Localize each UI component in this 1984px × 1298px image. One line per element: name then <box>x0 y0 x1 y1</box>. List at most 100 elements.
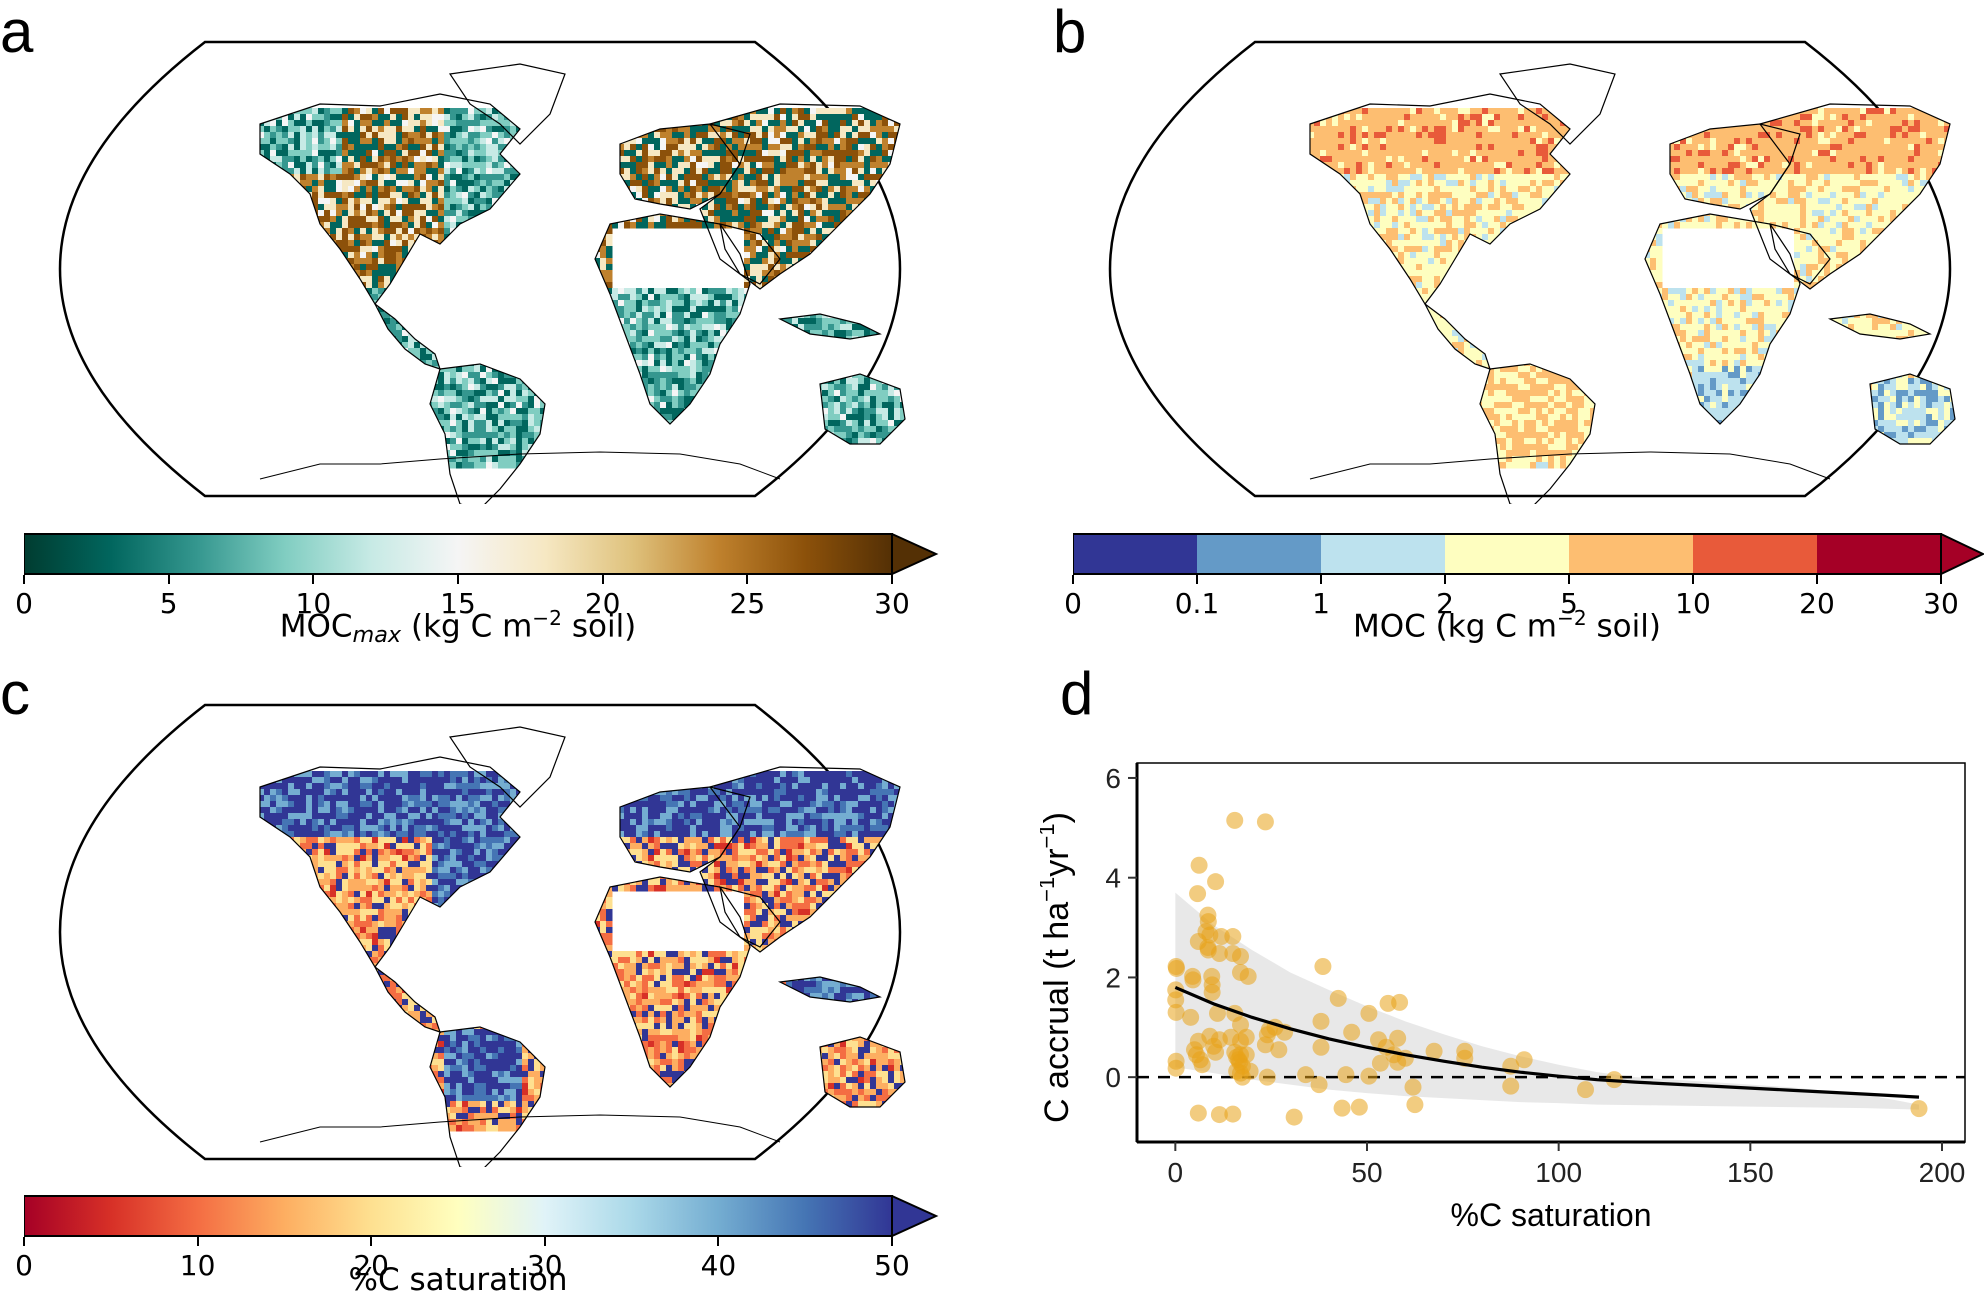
colorbar-moc-bin <box>1817 534 1942 574</box>
cbar-a-label-sup: −2 <box>532 606 562 630</box>
y-tick-label: 6 <box>1105 763 1121 794</box>
x-tick-label: 0 <box>1168 1157 1184 1188</box>
cbar-a-tickmark <box>602 575 604 584</box>
y-tick-label: 0 <box>1105 1062 1121 1093</box>
colorbar-moc-bin <box>1197 534 1322 574</box>
scatter-point <box>1372 1055 1389 1072</box>
colorbar-c-saturation-bar <box>24 1195 962 1237</box>
colorbar-moc-max <box>24 533 962 575</box>
scatter-point <box>1204 984 1221 1001</box>
scatter-point <box>1207 1044 1224 1061</box>
scatter-point <box>1207 873 1224 890</box>
colorbar-moc-bin <box>1693 534 1818 574</box>
colorbar-c-saturation-label: %C saturation <box>24 1262 892 1298</box>
cbar-a-label-soil: soil) <box>562 608 636 644</box>
scatter-point <box>1194 1056 1211 1073</box>
cbar-b-tickmark <box>1444 575 1446 584</box>
scatter-point <box>1168 1004 1185 1021</box>
colorbar-moc <box>1073 533 1984 575</box>
scatter-point <box>1191 857 1208 874</box>
cbar-b-tickmark <box>1072 575 1074 584</box>
cbar-a-tickmark <box>312 575 314 584</box>
cbar-c-tickmark <box>23 1237 25 1246</box>
scatter-point <box>1190 1105 1207 1122</box>
map-moc <box>1070 34 1984 504</box>
colorbar-moc-bin <box>1569 534 1694 574</box>
x-tick-label: 150 <box>1727 1157 1774 1188</box>
scatter-point <box>1337 1066 1354 1083</box>
scatter-point <box>1168 960 1185 977</box>
cbar-c-tickmark <box>370 1237 372 1246</box>
colorbar-moc-max-bar <box>24 533 962 575</box>
colorbar-moc-bin <box>1445 534 1570 574</box>
scatter-point <box>1286 1109 1303 1126</box>
colorbar-moc-bin <box>1073 534 1198 574</box>
cbar-b-label-soil: soil) <box>1587 608 1661 644</box>
scatter-point <box>1330 990 1347 1007</box>
y-axis-label: C accrual (t ha−1yr−1) <box>1040 812 1076 1123</box>
cbar-b-label-unit: (kg C m <box>1426 608 1557 644</box>
cbar-b-label-main: MOC <box>1353 608 1426 644</box>
cbar-a-tickmark <box>23 575 25 584</box>
x-tick-label: 100 <box>1535 1157 1582 1188</box>
scatter-point <box>1911 1100 1928 1117</box>
colorbar-moc-max-label: MOCmax (kg C m−2 soil) <box>24 606 892 648</box>
cbar-a-tickmark <box>168 575 170 584</box>
cbar-a-label-main: MOC <box>280 608 353 644</box>
scatter-point <box>1311 1076 1328 1093</box>
cbar-b-tickmark <box>1320 575 1322 584</box>
scatter-point <box>1314 958 1331 975</box>
scatter-point <box>1232 948 1249 965</box>
scatter-point <box>1516 1051 1533 1068</box>
scatter-point <box>1313 1013 1330 1030</box>
scatter-point <box>1184 971 1201 988</box>
cbar-b-tickmark <box>1816 575 1818 584</box>
scatter-point <box>1343 1024 1360 1041</box>
map-moc-max <box>20 34 940 504</box>
cbar-c-tickmark <box>891 1237 893 1246</box>
scatter-point <box>1406 1096 1423 1113</box>
cbar-b-tickmark <box>1940 575 1942 584</box>
scatter-point <box>1577 1081 1594 1098</box>
scatter-point <box>1189 885 1206 902</box>
scatter-point <box>1259 1069 1276 1086</box>
scatter-point <box>1240 968 1257 985</box>
colorbar-moc-label: MOC (kg C m−2 soil) <box>1073 606 1941 644</box>
cbar-a-label-unit: (kg C m <box>401 608 532 644</box>
scatter-point <box>1224 1106 1241 1123</box>
x-axis-label: %C saturation <box>1451 1197 1652 1233</box>
scatter-point <box>1351 1099 1368 1116</box>
scatter-point <box>1391 994 1408 1011</box>
scatter-point <box>1334 1100 1351 1117</box>
cbar-c-tickmark <box>544 1237 546 1246</box>
scatter-point <box>1389 1054 1406 1071</box>
panel-label-d: d <box>1060 664 1093 724</box>
scatter-point <box>1182 1009 1199 1026</box>
scatter-point <box>1270 1041 1287 1058</box>
scatter-point <box>1502 1078 1519 1095</box>
cbar-a-tickmark <box>457 575 459 584</box>
scatter-point <box>1224 928 1241 945</box>
scatter-point <box>1257 813 1274 830</box>
cbar-c-tickmark <box>717 1237 719 1246</box>
cbar-a-tickmark <box>746 575 748 584</box>
cbar-b-label-sup: −2 <box>1557 606 1587 630</box>
cbar-b-tickmark <box>1196 575 1198 584</box>
scatter-point <box>1234 1069 1251 1086</box>
cbar-a-tickmark <box>891 575 893 584</box>
scatter-point <box>1360 1005 1377 1022</box>
cbar-b-tickmark <box>1568 575 1570 584</box>
cbar-c-tickmark <box>197 1237 199 1246</box>
cbar-a-label-sub: max <box>353 622 402 648</box>
y-tick-label: 4 <box>1105 863 1121 894</box>
cbar-b-tickmark <box>1692 575 1694 584</box>
colorbar-moc-bin <box>1321 534 1446 574</box>
scatter-point <box>1405 1079 1422 1096</box>
scatter-point <box>1226 812 1243 829</box>
scatter-point <box>1238 1029 1255 1046</box>
x-tick-label: 200 <box>1919 1157 1966 1188</box>
scatter-point <box>1168 1060 1185 1077</box>
y-tick-label: 2 <box>1105 962 1121 993</box>
colorbar-c-saturation <box>24 1195 962 1237</box>
